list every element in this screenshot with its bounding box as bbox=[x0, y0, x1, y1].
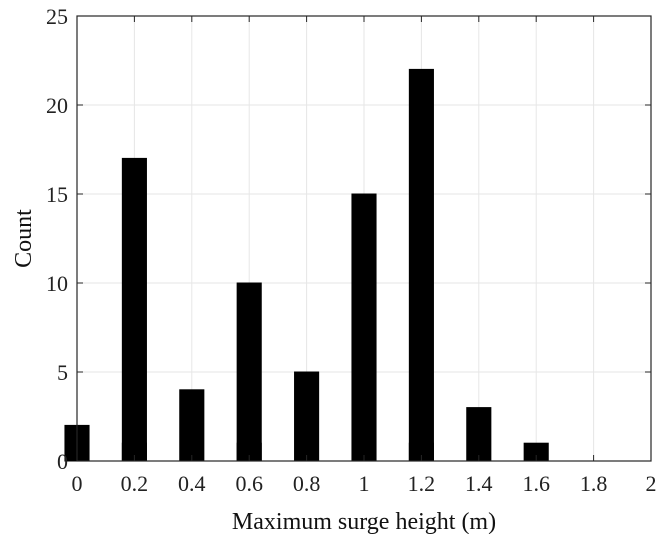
x-tick-label: 1.8 bbox=[580, 471, 608, 496]
bars bbox=[64, 68, 549, 462]
histogram-bar bbox=[121, 157, 147, 462]
y-tick-label: 25 bbox=[46, 4, 68, 29]
histogram-bar bbox=[408, 68, 434, 462]
x-tick-label: 1.2 bbox=[408, 471, 436, 496]
histogram-bar bbox=[466, 407, 492, 462]
x-tick-label: 0.6 bbox=[235, 471, 263, 496]
x-tick-label: 1 bbox=[359, 471, 370, 496]
x-tick-label: 1.4 bbox=[465, 471, 493, 496]
x-tick-label: 2 bbox=[646, 471, 657, 496]
y-tick-label: 20 bbox=[46, 93, 68, 118]
histogram-bar bbox=[294, 371, 320, 462]
y-tick-label: 15 bbox=[46, 182, 68, 207]
x-tick-label: 0.4 bbox=[178, 471, 206, 496]
y-axis-label: Count bbox=[11, 209, 37, 268]
x-axis-label: Maximum surge height (m) bbox=[232, 509, 496, 534]
histogram-bar bbox=[236, 282, 262, 462]
y-tick-label: 0 bbox=[57, 449, 68, 474]
x-tick-label: 0 bbox=[72, 471, 83, 496]
y-tick-label: 10 bbox=[46, 271, 68, 296]
histogram-bar bbox=[179, 389, 205, 462]
x-tick-label: 1.6 bbox=[522, 471, 550, 496]
y-tick-label: 5 bbox=[57, 360, 68, 385]
x-tick-label: 0.2 bbox=[121, 471, 149, 496]
histogram-bar bbox=[351, 193, 377, 462]
x-tick-label: 0.8 bbox=[293, 471, 321, 496]
